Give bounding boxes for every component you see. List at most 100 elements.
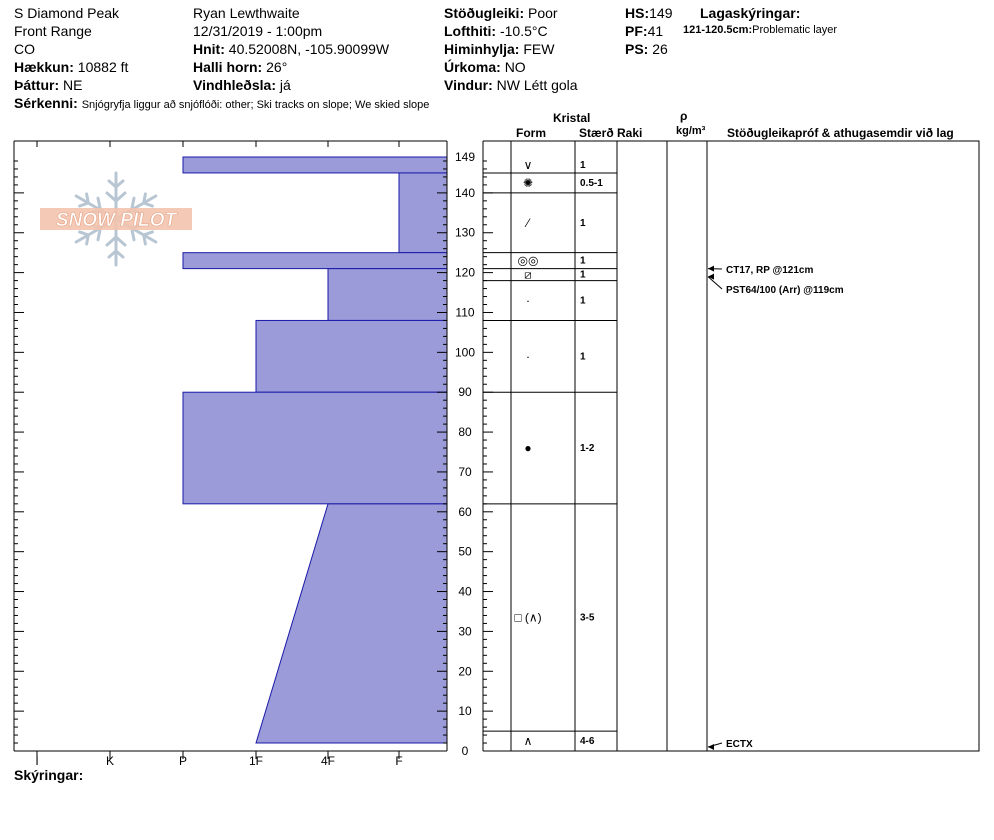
- test-arrowhead: [708, 265, 714, 272]
- layer-notes-text: Problematic layer: [752, 24, 838, 36]
- rho-header: ρ: [680, 109, 688, 123]
- features-row: Sérkenni: Snjógryfja liggur að snjóflóði…: [14, 95, 429, 112]
- air-temp-value: -10.5°C: [499, 23, 548, 39]
- precip-value: NO: [504, 59, 526, 75]
- grain-form-symbol: ·: [526, 294, 530, 308]
- grain-size-label: 1: [580, 256, 586, 267]
- hardness-bar: [182, 391, 448, 505]
- y-tick-label: 140: [455, 186, 475, 200]
- stability-test-label: PST64/100 (Arr) @119cm: [726, 285, 844, 296]
- precip-label: Úrkoma:: [444, 59, 501, 75]
- grain-form-symbol: ◎◎: [518, 254, 539, 268]
- x-tick-label: K: [106, 754, 114, 768]
- form-header: Form: [516, 126, 546, 140]
- hs-label: HS:: [625, 5, 650, 21]
- air-temp-label: Lofthiti:: [444, 23, 497, 39]
- pf-value: 41: [647, 23, 664, 39]
- stability-test-label: ECTX: [726, 739, 753, 750]
- x-tick-label: 1F: [249, 754, 263, 768]
- density-unit-header: kg/m³: [676, 125, 706, 137]
- precip-row: Úrkoma: NO: [444, 59, 526, 75]
- stability-test-label: CT17, RP @121cm: [726, 265, 813, 276]
- logo-text: SNOW PILOT: [56, 210, 178, 231]
- layer-notes-row: 121-120.5cm:Problematic layer: [683, 24, 837, 37]
- grain-size-label: 1: [580, 351, 586, 362]
- hs-row: HS:149: [625, 5, 672, 21]
- grain-form-symbol: ⧄: [524, 268, 532, 282]
- test-pointer: [707, 742, 723, 748]
- grain-form-symbol: ·: [526, 349, 530, 363]
- hardness-bar: [182, 156, 448, 174]
- grain-form-symbol: ⁄: [524, 216, 531, 230]
- moisture-header: Raki: [617, 126, 643, 140]
- datetime: 12/31/2019 - 1:00pm: [193, 23, 323, 39]
- y-tick-label: 50: [458, 545, 472, 559]
- aspect-row: Þáttur: NE: [14, 77, 82, 93]
- y-tick-label: 110: [455, 305, 474, 319]
- hardness-bar: [398, 172, 448, 254]
- coords-row: Hnit: 40.52008N, -105.90099W: [193, 41, 389, 57]
- x-tick-label: P: [179, 754, 187, 768]
- slope-value: 26°: [266, 59, 288, 75]
- observer: Ryan Lewthwaite: [193, 5, 300, 21]
- test-arrowhead: [708, 273, 714, 280]
- sky-label: Himinhylja:: [444, 41, 520, 57]
- coords-label: Hnit:: [193, 41, 225, 57]
- hardness-bar: [255, 503, 448, 744]
- hardness-bar: [327, 268, 448, 321]
- crystal-header: Kristal: [553, 111, 591, 125]
- sky-value: FEW: [523, 41, 555, 57]
- grain-size-label: 1-2: [580, 443, 595, 454]
- grain-size-label: 1: [580, 296, 586, 307]
- stability-value: Poor: [528, 5, 558, 21]
- y-tick-label: 100: [455, 345, 475, 359]
- y-tick-label: 60: [458, 505, 472, 519]
- state: CO: [14, 41, 35, 57]
- grain-form-symbol: □ (∧): [514, 610, 541, 624]
- stability-row: Stöðugleiki: Poor: [444, 5, 558, 21]
- wind-value: NW Létt gola: [496, 77, 578, 93]
- snowpilot-logo: SNOW PILOT: [38, 170, 194, 268]
- grain-form-symbol: ●: [524, 441, 531, 455]
- grain-form-symbol: ✺: [523, 176, 533, 190]
- pf-row: PF:41: [625, 23, 663, 39]
- elevation-row: Hækkun: 10882 ft: [14, 59, 128, 75]
- coords-value: 40.52008N, -105.90099W: [228, 41, 390, 57]
- y-tick-label: 120: [455, 266, 475, 280]
- x-tick-label: 4F: [321, 754, 335, 768]
- location: S Diamond Peak: [14, 5, 120, 21]
- y-tick-label: 90: [458, 385, 472, 399]
- ps-row: PS: 26: [625, 41, 668, 57]
- features-label: Sérkenni:: [14, 95, 78, 111]
- y-tick-label: 149: [455, 150, 475, 164]
- pf-label: PF:: [625, 23, 648, 39]
- elevation-label: Hækkun:: [14, 59, 74, 75]
- wind-label: Vindur:: [444, 77, 493, 93]
- layer-notes-title: Lagaskýringar:: [700, 5, 801, 21]
- hardness-bar: [182, 252, 448, 270]
- features-value: Snjógryfja liggur að snjóflóði: other; S…: [81, 99, 430, 111]
- grain-form-symbol: ∧: [524, 734, 533, 748]
- y-tick-label: 40: [458, 585, 472, 599]
- wind-loading-label: Vindhleðsla:: [193, 77, 276, 93]
- grain-size-label: 1: [580, 160, 586, 171]
- x-tick-label: I: [35, 754, 38, 768]
- x-tick-label: F: [395, 754, 402, 768]
- ps-label: PS:: [625, 41, 649, 57]
- aspect-value: NE: [63, 77, 83, 93]
- layer-notes-range: 121-120.5cm:: [683, 24, 753, 36]
- y-tick-label: 80: [458, 425, 472, 439]
- legend-label: Skýringar:: [14, 767, 84, 783]
- grain-form-symbol: ∨: [524, 158, 533, 172]
- y-tick-label: 0: [462, 744, 469, 758]
- hs-value: 149: [649, 5, 673, 21]
- air-temp-row: Lofthiti: -10.5°C: [444, 23, 548, 39]
- grain-size-label: 1: [580, 218, 586, 229]
- grain-size-label: 1: [580, 270, 586, 281]
- comments-header: Stöðugleikapróf & athugasemdir við lag: [727, 126, 954, 140]
- aspect-label: Þáttur:: [14, 77, 60, 93]
- y-tick-label: 70: [458, 465, 472, 479]
- sky-row: Himinhylja: FEW: [444, 41, 554, 57]
- test-arrowhead: [708, 744, 714, 751]
- snowflake-icon: SNOW PILOT: [40, 171, 192, 267]
